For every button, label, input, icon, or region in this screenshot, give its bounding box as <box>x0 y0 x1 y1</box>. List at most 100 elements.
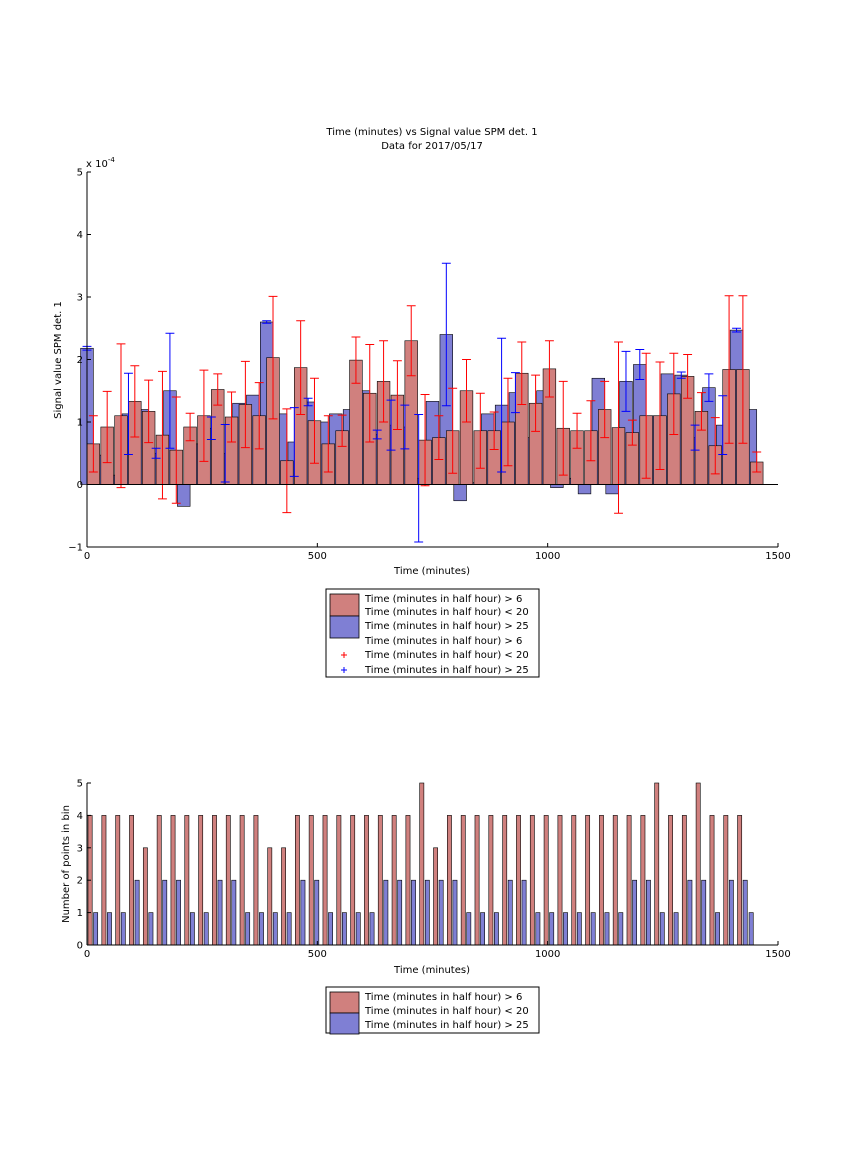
chart1-y-exponent-power: -4 <box>108 156 116 164</box>
chart2-bar-series1 <box>239 815 245 946</box>
chart2-bar-series1 <box>460 815 466 946</box>
chart1-x-tick-label: 1000 <box>535 551 560 562</box>
chart2-bar-series2 <box>383 879 389 946</box>
chart2-bar-series1 <box>433 847 438 946</box>
chart2-bar-series1 <box>212 815 217 946</box>
chart2-bar-series1 <box>350 815 356 946</box>
chart2-bar-series1 <box>599 815 604 946</box>
chart2-legend: Time (minutes in half hour) > 6 Time (mi… <box>325 986 540 1035</box>
chart2-bar-series1 <box>225 815 231 946</box>
chart2-bar-series2 <box>604 912 610 946</box>
chart2-bar-series2 <box>231 879 237 946</box>
legend2-patch-red <box>329 991 360 1014</box>
chart2-bar-series2 <box>438 879 444 946</box>
chart2-bar-series2 <box>659 912 665 946</box>
chart1-subtitle: Data for 2017/05/17 <box>381 141 483 152</box>
chart2-bar-series1 <box>488 815 494 946</box>
chart2-x-tick-label: 1000 <box>535 949 560 960</box>
chart1-y-axis-label: Signal value SPM det. 1 <box>53 301 64 419</box>
chart2-bar-series2 <box>466 912 472 946</box>
chart2-x-tick-label: 1500 <box>765 949 790 960</box>
chart2-bar-series1 <box>115 815 121 946</box>
legend1-item-4: Time (minutes in half hour) > 6 <box>364 636 522 647</box>
legend1-item-3: Time (minutes in half hour) > 25 <box>364 621 529 632</box>
chart2-bar-series1 <box>474 815 480 946</box>
chart2-bar-series1 <box>156 815 162 946</box>
legend1-patch-red <box>329 593 360 617</box>
chart1-x-tick-label: 0 <box>84 551 90 562</box>
chart2-bar-series2 <box>646 879 651 946</box>
chart2-bar-series1 <box>129 815 134 946</box>
chart2-bar-series2 <box>728 879 734 946</box>
chart2-x-tick-label: 500 <box>308 949 327 960</box>
chart2-bar-series2 <box>742 879 748 946</box>
chart2-bar-series1 <box>585 815 591 946</box>
legend1-item-5: Time (minutes in half hour) < 20 <box>364 650 529 661</box>
chart1-x-tick-label: 500 <box>308 551 327 562</box>
chart2-bar-series1 <box>516 815 521 946</box>
chart2-bar-series1 <box>502 815 508 946</box>
chart2-bar-series1 <box>626 815 632 946</box>
chart1-y-tick-label: 1 <box>77 418 83 429</box>
chart2-bar-series2 <box>590 912 596 946</box>
chart2-bar-series2 <box>424 879 430 946</box>
chart2-bar-series1 <box>281 847 286 946</box>
chart2-bar-series2 <box>176 879 181 946</box>
chart2-bar-series1 <box>377 815 383 946</box>
chart2-y-tick-label: 5 <box>77 779 83 790</box>
chart1-x-tick-label: 1500 <box>765 551 790 562</box>
chart1-title: Time (minutes) vs Signal value SPM det. … <box>325 127 537 138</box>
chart2-bar-series1 <box>640 815 646 946</box>
chart2-bar-series1 <box>571 815 577 946</box>
chart2-bar-series2 <box>549 912 555 946</box>
chart2-bar-series2 <box>300 879 306 946</box>
legend1-item-2: Time (minutes in half hour) < 20 <box>364 607 529 618</box>
chart2-bar-series2 <box>107 912 112 946</box>
chart2-bar-series2 <box>272 912 278 946</box>
chart2-bar-series2 <box>120 912 126 946</box>
chart2-bar-series2 <box>355 912 361 946</box>
chart1-y-tick-label: −1 <box>68 543 83 554</box>
chart2-bar-series1 <box>364 815 369 946</box>
chart1-y-exponent-base: x 10 <box>86 159 108 170</box>
chart2-bar-series1 <box>322 815 328 946</box>
legend1-patch-blue <box>329 615 360 639</box>
chart2-bar-series1 <box>336 815 342 946</box>
chart2-bar-series1 <box>405 815 411 946</box>
chart2-plot-area: 0 500 1000 1500 0 1 2 3 4 5 <box>77 779 791 961</box>
chart2-legend-box <box>325 986 540 1034</box>
chart2-bar-series1 <box>294 815 300 946</box>
chart2-bar-series2 <box>189 912 195 946</box>
chart1-bar-series2 <box>453 484 467 502</box>
chart2-y-tick-label: 0 <box>77 941 83 952</box>
chart2-bar-series2 <box>701 879 707 946</box>
chart2-bar-series1 <box>612 815 618 946</box>
chart2-y-tick-label: 2 <box>77 876 83 887</box>
legend1-plus-red <box>341 652 347 658</box>
legend2-item-1: Time (minutes in half hour) > 6 <box>364 992 522 1003</box>
chart2-bar-series2 <box>203 912 209 946</box>
chart2-bar-series1 <box>253 815 259 946</box>
chart2-bar-series1 <box>308 815 314 946</box>
chart2-bar-series2 <box>618 912 624 946</box>
chart2-bar-series1 <box>681 815 687 946</box>
chart2-bar-series1 <box>101 815 107 946</box>
chart2-bar-series2 <box>521 879 527 946</box>
chart2-bar-series1 <box>668 815 673 946</box>
chart2-bar-series2 <box>632 879 638 946</box>
chart2-bar-series2 <box>245 912 251 946</box>
chart2-bar-series1 <box>198 815 204 946</box>
chart1-legend-box <box>325 588 540 678</box>
chart2-y-tick-label: 1 <box>77 908 83 919</box>
chart2-bar-series2 <box>341 912 347 946</box>
chart2-bar-series1 <box>391 815 397 946</box>
chart2-x-tick-label: 0 <box>84 949 90 960</box>
chart1-y-tick-label: 5 <box>77 168 83 179</box>
chart2-bar-series2 <box>134 879 140 946</box>
chart2-bar-series1 <box>267 847 273 946</box>
chart2-bar-series1 <box>529 815 535 946</box>
chart2-bar-series2 <box>397 879 403 946</box>
chart1-bar-series2 <box>605 484 619 495</box>
